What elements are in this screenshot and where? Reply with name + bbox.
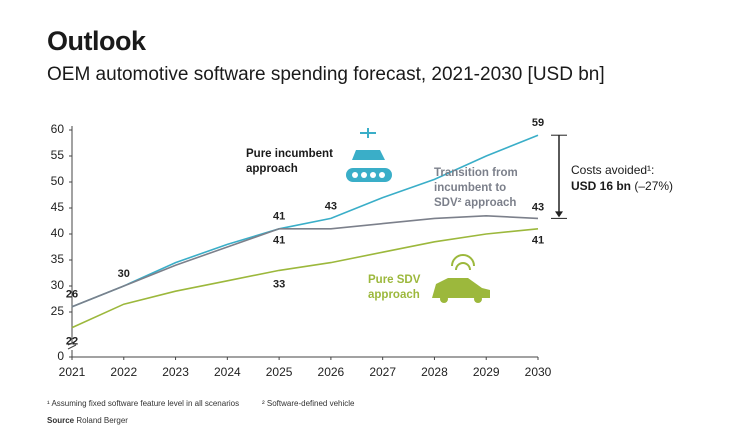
y-tick-label: 50 xyxy=(51,174,65,188)
x-tick-label: 2029 xyxy=(473,365,500,379)
data-label: 43 xyxy=(532,201,544,213)
y-tick-label: 0 xyxy=(57,349,64,363)
annotation: (–27%) xyxy=(634,179,674,193)
source-name: Roland Berger xyxy=(76,416,128,425)
data-label: 41 xyxy=(273,235,285,247)
data-label: 59 xyxy=(532,117,544,129)
x-tick-label: 2025 xyxy=(266,365,293,379)
data-label: 30 xyxy=(118,268,130,280)
arrow-head xyxy=(555,211,563,218)
y-tick-label: 55 xyxy=(51,148,65,162)
x-tick-label: 2028 xyxy=(421,365,448,379)
axis-break xyxy=(67,344,77,350)
factory-car-icon xyxy=(346,128,392,182)
series-label: Pure SDV approach xyxy=(368,274,421,301)
source-label: Source xyxy=(47,416,75,425)
footnote: ¹ Assuming fixed software feature level … xyxy=(47,399,240,408)
series-line xyxy=(71,134,539,308)
x-tick-label: 2026 xyxy=(318,365,345,379)
y-tick-label: 25 xyxy=(51,304,65,318)
annotation: USD 16 bn xyxy=(571,179,632,193)
source: Source Roland Berger xyxy=(47,416,128,425)
data-label: 41 xyxy=(273,211,285,223)
x-tick-label: 2027 xyxy=(369,365,396,379)
cost-annotation: Costs avoided¹: USD 16 bn (–27%) xyxy=(571,162,673,194)
y-tick-label: 30 xyxy=(51,278,65,292)
series-label: Transition from incumbent to SDV² approa… xyxy=(434,167,518,209)
series-line xyxy=(71,228,539,329)
annotation: Costs avoided¹: xyxy=(571,163,655,177)
series-label: Pure incumbent approach xyxy=(246,148,333,175)
y-tick-label: 45 xyxy=(51,200,65,214)
title: Outlook xyxy=(47,26,146,56)
x-tick-label: 2021 xyxy=(59,365,86,379)
sdv-car-icon xyxy=(432,254,490,303)
x-tick-label: 2024 xyxy=(214,365,241,379)
x-tick-label: 2022 xyxy=(110,365,137,379)
y-tick-label: 35 xyxy=(51,252,65,266)
data-label: 33 xyxy=(273,278,285,290)
data-label: 43 xyxy=(325,200,337,212)
x-tick-label: 2030 xyxy=(525,365,552,379)
y-tick-label: 40 xyxy=(51,226,65,240)
x-tick-label: 2023 xyxy=(162,365,189,379)
data-label: 22 xyxy=(66,336,78,348)
y-tick-label: 60 xyxy=(51,122,65,136)
series-line xyxy=(71,214,539,308)
axis-break xyxy=(67,340,77,346)
subtitle: OEM automotive software spending forecas… xyxy=(47,64,605,85)
data-label: 26 xyxy=(66,289,78,301)
data-label: 41 xyxy=(532,235,544,247)
footnote: ² Software-defined vehicle xyxy=(262,399,355,408)
